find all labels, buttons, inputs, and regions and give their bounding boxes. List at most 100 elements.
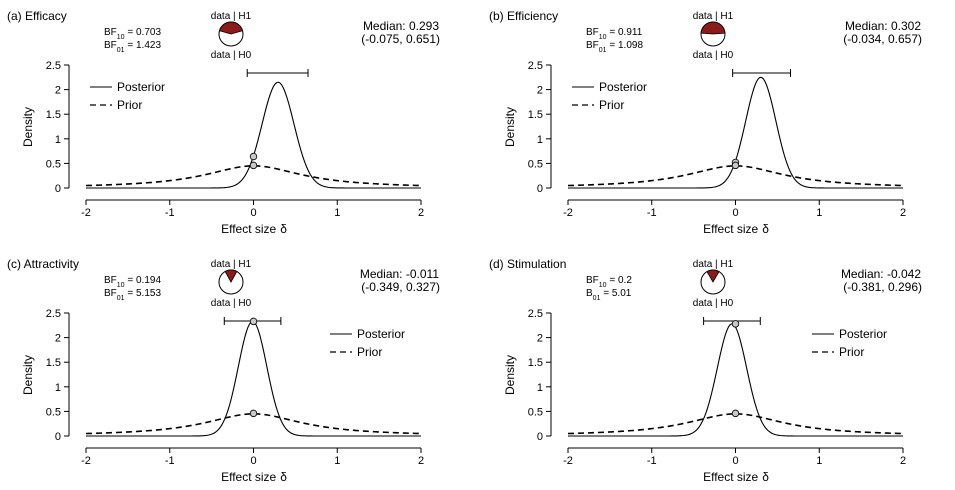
pie-h1-label: data | H1 bbox=[693, 259, 734, 270]
bf-prefix: BF bbox=[104, 288, 117, 299]
x-tick-label: -1 bbox=[165, 455, 175, 467]
pie-h1-slice bbox=[224, 269, 238, 283]
pie-h0-label: data | H0 bbox=[211, 298, 252, 309]
pie-h1-slice bbox=[700, 21, 726, 35]
x-tick-label: 1 bbox=[334, 207, 340, 219]
x-tick-label: 2 bbox=[418, 207, 424, 219]
legend-posterior-label: Posterior bbox=[839, 327, 887, 341]
bf-subscript: 10 bbox=[599, 34, 607, 41]
median-label: Median: 0.293 bbox=[363, 19, 439, 33]
bf-value: = 5.01 bbox=[600, 288, 631, 299]
bf-value: = 1.423 bbox=[125, 40, 162, 51]
legend-posterior-label: Posterior bbox=[117, 80, 165, 94]
y-tick-label: 0.5 bbox=[528, 158, 543, 170]
y-tick-label: 2.5 bbox=[46, 60, 61, 72]
panel-title: (d) Stimulation bbox=[489, 257, 566, 271]
x-tick-label: -2 bbox=[81, 207, 91, 219]
bf-value: = 5.153 bbox=[125, 288, 162, 299]
y-tick-label: 2 bbox=[55, 333, 61, 345]
x-axis-label-text: Effect size bbox=[703, 470, 758, 484]
x-axis-label: Effect size δ bbox=[221, 222, 287, 236]
posterior-point-at-zero bbox=[249, 152, 258, 161]
y-axis-label: Density bbox=[21, 355, 35, 395]
x-tick-label: 2 bbox=[900, 455, 906, 467]
x-tick-label: 0 bbox=[250, 207, 256, 219]
posterior-point-at-zero bbox=[731, 320, 740, 328]
bayes-factor-label: B01 = 5.01 bbox=[586, 288, 632, 302]
bf-prefix: BF bbox=[104, 40, 117, 51]
y-tick-label: 1.5 bbox=[528, 357, 543, 369]
bayes-factor-label: BF01 = 5.153 bbox=[104, 288, 161, 302]
median-label: Median: -0.042 bbox=[841, 267, 921, 281]
y-tick-label: 1.5 bbox=[528, 109, 543, 121]
bf-subscript: 01 bbox=[117, 47, 125, 54]
y-tick-label: 0.5 bbox=[528, 406, 543, 418]
y-tick-label: 0.5 bbox=[46, 406, 61, 418]
y-tick-label: 0.5 bbox=[46, 158, 61, 170]
credible-interval-label: (-0.381, 0.296) bbox=[843, 280, 922, 294]
x-tick-label: 0 bbox=[732, 455, 738, 467]
x-axis-label: Effect size δ bbox=[703, 470, 769, 484]
bf-value: = 0.911 bbox=[607, 27, 643, 38]
x-axis-label-text: Effect size bbox=[221, 470, 276, 484]
y-tick-label: 1 bbox=[55, 382, 61, 394]
pie-h1-label: data | H1 bbox=[693, 11, 734, 22]
bf-value: = 1.098 bbox=[607, 40, 644, 51]
y-axis-label: Density bbox=[21, 107, 35, 147]
bf-prefix: BF bbox=[586, 27, 599, 38]
bf-subscript: 01 bbox=[593, 295, 601, 302]
x-tick-label: -2 bbox=[81, 455, 91, 467]
x-tick-label: 1 bbox=[334, 455, 340, 467]
median-label: Median: 0.302 bbox=[845, 19, 921, 33]
x-tick-label: 0 bbox=[250, 455, 256, 467]
y-tick-label: 2 bbox=[537, 85, 543, 97]
panel-title: (b) Efficiency bbox=[489, 9, 558, 23]
pie-h0-label: data | H0 bbox=[693, 50, 734, 61]
bf-value: = 0.2 bbox=[607, 275, 633, 286]
x-axis-delta-symbol: δ bbox=[762, 470, 769, 484]
prior-point-at-zero bbox=[249, 161, 258, 170]
x-axis-label-text: Effect size bbox=[221, 222, 276, 236]
prior-density-curve bbox=[85, 165, 422, 187]
y-tick-label: 2 bbox=[55, 85, 61, 97]
y-tick-label: 0 bbox=[537, 183, 543, 195]
x-tick-label: 2 bbox=[418, 455, 424, 467]
y-tick-label: 2.5 bbox=[46, 308, 61, 320]
y-axis-label: Density bbox=[503, 107, 517, 147]
prior-density-curve bbox=[567, 165, 904, 187]
x-tick-label: 1 bbox=[816, 207, 822, 219]
bf-subscript: 01 bbox=[599, 47, 607, 54]
panel-title: (c) Attractivity bbox=[7, 257, 79, 271]
credible-interval-label: (-0.075, 0.651) bbox=[361, 32, 440, 46]
x-axis-label: Effect size δ bbox=[221, 470, 287, 484]
bayes-factor-label: BF10 = 0.194 bbox=[104, 275, 161, 289]
bayes-factor-label: BF10 = 0.911 bbox=[586, 27, 643, 41]
y-tick-label: 2.5 bbox=[528, 60, 543, 72]
y-tick-label: 0 bbox=[537, 431, 543, 443]
y-tick-label: 0 bbox=[55, 183, 61, 195]
bf-prefix: B bbox=[586, 288, 593, 299]
bf-prefix: BF bbox=[586, 275, 599, 286]
x-tick-label: 0 bbox=[732, 207, 738, 219]
bf-subscript: 10 bbox=[599, 282, 607, 289]
x-tick-label: 1 bbox=[816, 455, 822, 467]
legend-prior-label: Prior bbox=[357, 345, 382, 359]
bf-prefix: BF bbox=[586, 40, 599, 51]
y-tick-label: 2 bbox=[537, 333, 543, 345]
bf-subscript: 01 bbox=[117, 295, 125, 302]
pie-h1-slice bbox=[706, 269, 720, 283]
credible-interval-label: (-0.349, 0.327) bbox=[361, 280, 440, 294]
bayes-factor-label: BF10 = 0.703 bbox=[104, 27, 161, 41]
pie-h1-label: data | H1 bbox=[211, 259, 252, 270]
y-tick-label: 1.5 bbox=[46, 109, 61, 121]
pie-h0-label: data | H0 bbox=[693, 298, 734, 309]
x-tick-label: -1 bbox=[165, 207, 175, 219]
bf-prefix: BF bbox=[104, 27, 117, 38]
legend-prior-label: Prior bbox=[839, 345, 864, 359]
bf-subscript: 10 bbox=[117, 34, 125, 41]
bayes-factor-label: BF10 = 0.2 bbox=[586, 275, 632, 289]
